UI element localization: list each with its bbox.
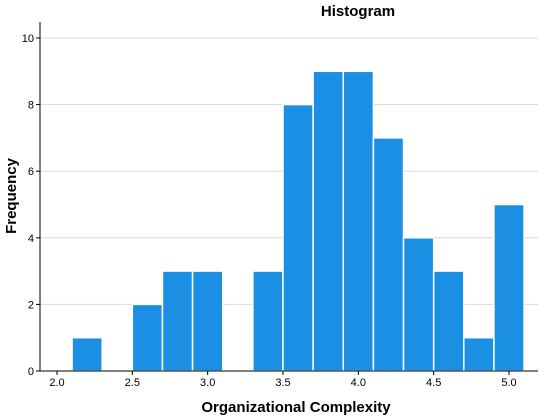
bar-12 (432, 270, 465, 372)
y-axis-label: Frequency (3, 157, 20, 234)
x-axis-label: Organizational Complexity (201, 399, 391, 416)
y-tick-label-5: 10 (22, 33, 34, 45)
x-tick-labels: 2.0 2.5 3.0 3.5 4.0 4.5 5.0 (49, 371, 517, 389)
y-tick-label-1: 2 (28, 299, 34, 311)
bar-10 (372, 137, 405, 372)
bar-2 (131, 303, 164, 372)
x-tick-label-2: 3.0 (200, 377, 215, 389)
x-tick-label-6: 5.0 (501, 377, 516, 389)
axes (39, 22, 538, 372)
x-tick-label-3: 3.5 (275, 377, 290, 389)
x-tick-label-1: 2.5 (125, 377, 140, 389)
bar-3 (161, 270, 194, 372)
y-tick-labels: 0 2 4 6 8 10 (22, 33, 40, 378)
bar-9 (342, 70, 375, 372)
bar-4 (191, 270, 224, 372)
bars (71, 70, 525, 372)
x-tick-label-5: 4.5 (426, 377, 441, 389)
y-tick-label-3: 6 (28, 166, 34, 178)
bar-7 (282, 103, 314, 372)
bar-13 (463, 336, 495, 372)
y-tick-label-4: 8 (28, 100, 34, 112)
x-tick-label-4: 4.0 (351, 377, 366, 389)
y-tick-label-0: 0 (28, 366, 34, 378)
bar-11 (402, 237, 435, 372)
y-tick-label-2: 4 (28, 233, 34, 245)
bar-8 (312, 70, 345, 372)
x-tick-label-0: 2.0 (49, 377, 64, 389)
bar-0 (71, 336, 103, 372)
bar-14 (493, 203, 525, 372)
bar-6 (252, 270, 284, 372)
chart-title: Histogram (321, 3, 395, 20)
